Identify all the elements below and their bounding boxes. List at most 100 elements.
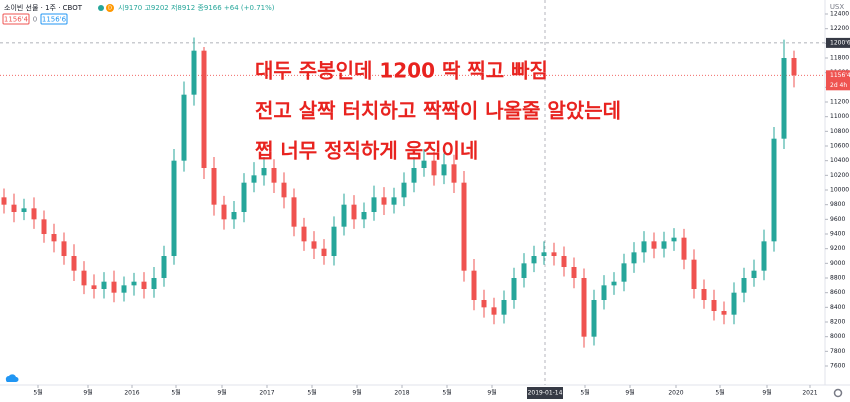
candle-body: [681, 237, 687, 260]
candle-body: [401, 182, 407, 198]
candle-body: [571, 267, 577, 279]
candle-body: [771, 138, 777, 242]
y-tick-label: 8800: [830, 275, 845, 282]
y-tick-label: 10400: [830, 157, 849, 164]
badge-box: [40, 13, 68, 25]
candle-body: [151, 278, 157, 290]
candle-body: [751, 270, 757, 279]
candle-body: [111, 281, 117, 293]
x-tick-label: 2018: [394, 390, 409, 397]
status-dot: [98, 5, 104, 11]
y-tick-label: 9400: [830, 231, 845, 238]
candle-body: [301, 226, 307, 242]
candle-body: [291, 197, 297, 227]
candle-body: [471, 270, 477, 301]
candle-body: [531, 256, 537, 264]
y-tick-label: 7600: [830, 363, 845, 370]
candle-body: [651, 241, 657, 249]
x-tick-label: 2020: [668, 390, 683, 397]
candle-body: [211, 168, 217, 205]
candle-body: [1, 197, 7, 205]
y-tick-label: 10600: [830, 143, 849, 150]
x-tick-label: 2021: [802, 390, 817, 397]
candle-body: [331, 226, 337, 257]
candle-body: [561, 256, 567, 268]
x-tick-label: 5월: [307, 389, 316, 397]
candle-body: [91, 285, 97, 290]
candle-body: [461, 182, 467, 271]
candle-body: [581, 278, 587, 337]
x-tick-label: 9월: [625, 389, 634, 397]
x-tick-label: 9월: [487, 389, 496, 397]
candle-body: [281, 182, 287, 198]
y-tick-label: 9600: [830, 216, 845, 223]
x-tick-label: 2017: [259, 390, 274, 397]
candle-body: [261, 168, 267, 176]
candle-body: [791, 58, 797, 76]
candle-body: [661, 241, 667, 249]
candle-body: [781, 58, 787, 139]
y-tick-label: 12200: [830, 25, 849, 32]
settings-icon[interactable]: [833, 388, 843, 398]
candle-body: [541, 252, 547, 257]
candle-body: [251, 175, 257, 183]
countdown-label: 2d 4h: [830, 82, 847, 89]
y-tick-label: 11800: [830, 55, 849, 62]
x-tick-label: 5월: [715, 389, 724, 397]
candle-body: [241, 182, 247, 213]
candle-body: [491, 307, 497, 315]
candle-body: [161, 256, 167, 279]
y-tick-label: 9800: [830, 201, 845, 208]
candle-body: [121, 285, 127, 293]
badge: 1156'4: [4, 16, 29, 24]
x-tick-label: 9월: [217, 389, 226, 397]
crosshair-y-label-bg: [826, 37, 850, 48]
candle-body: [671, 237, 677, 242]
x-tick-label: 9월: [352, 389, 361, 397]
candle-body: [341, 204, 347, 227]
candle-body: [181, 94, 187, 161]
candle-body: [761, 241, 767, 271]
y-tick-label: 8600: [830, 289, 845, 296]
candle-body: [311, 241, 317, 249]
y-tick-label: 11200: [830, 99, 849, 106]
y-tick-label: 8000: [830, 333, 845, 340]
candle-body: [71, 256, 77, 271]
y-tick-label: 7800: [830, 348, 845, 355]
candle-body: [741, 278, 747, 293]
candle-body: [481, 300, 487, 308]
interval-icon: [106, 4, 114, 12]
currency-label: USX: [830, 3, 845, 11]
candle-body: [721, 311, 727, 315]
candle-body: [621, 263, 627, 282]
candle-body: [601, 285, 607, 301]
candle-body: [141, 281, 147, 290]
y-tick-label: 12400: [830, 11, 849, 18]
y-tick-label: 11000: [830, 113, 849, 120]
candle-body: [691, 259, 697, 290]
y-tick-label: 10000: [830, 187, 849, 194]
candle-body: [411, 168, 417, 183]
candle-body: [41, 219, 47, 235]
crosshair-x-label: 2019-01-14: [528, 390, 563, 397]
candle-body: [641, 241, 647, 253]
candle-body: [191, 50, 197, 95]
candle-body: [501, 300, 507, 315]
candle-body: [371, 197, 377, 213]
y-tick-label: 10800: [830, 128, 849, 135]
candle-body: [441, 164, 447, 176]
candle-body: [351, 204, 357, 220]
crosshair-y-label: 1200'6: [830, 39, 850, 46]
candle-body: [551, 252, 557, 257]
interval-badge: D: [108, 6, 112, 12]
candle-body: [421, 160, 427, 169]
logo-icon[interactable]: [5, 374, 19, 382]
candle-body: [11, 204, 17, 213]
candle-body: [31, 208, 37, 220]
candle-body: [201, 50, 207, 169]
candle-body: [591, 300, 597, 337]
crosshair-x-label-bg: [527, 387, 563, 399]
